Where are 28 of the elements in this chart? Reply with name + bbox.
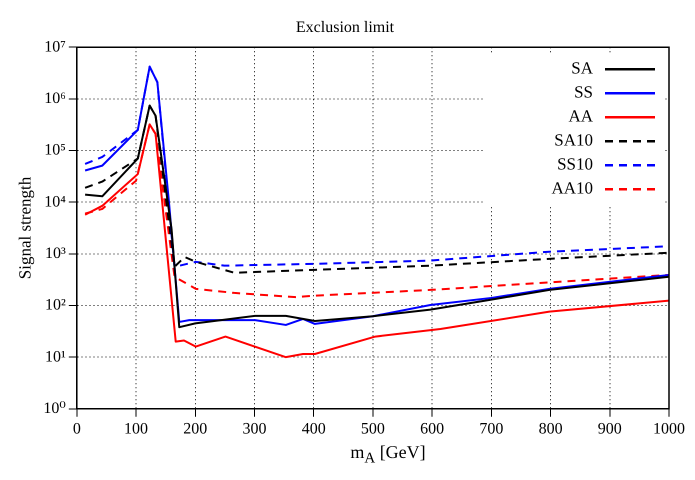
x-tick-label: 700 [479, 420, 504, 438]
x-tick-label: 1000 [653, 420, 685, 438]
x-tick-label: 500 [360, 420, 385, 438]
y-tick-label: 10² [45, 296, 66, 314]
chart-title: Exclusion limit [296, 18, 395, 36]
y-axis-title: Signal strength [16, 176, 35, 280]
legend-label: SS10 [557, 154, 593, 174]
x-axis-title: m$_{A}$ [GeV] [349, 442, 427, 468]
y-tick-label: 10⁷ [44, 38, 66, 56]
legend-label: AA10 [551, 178, 593, 198]
legend-label: SA [571, 58, 594, 78]
legend-label: SA10 [554, 130, 593, 150]
x-tick-label: 600 [420, 420, 444, 438]
x-tick-label: 100 [124, 420, 148, 438]
x-tick-label: 200 [183, 420, 208, 438]
y-tick-label: 10⁵ [44, 142, 66, 159]
y-tick-label: 10³ [45, 245, 66, 262]
y-tick-label: 10⁶ [44, 90, 66, 108]
legend-label: SS [574, 82, 593, 102]
y-tick-label: 10⁰ [43, 400, 66, 418]
legend-label: AA [568, 106, 594, 126]
y-tick-label: 10⁴ [44, 193, 66, 210]
x-tick-label: 800 [538, 420, 563, 438]
x-tick-label: 900 [598, 420, 622, 438]
x-tick-label: 400 [302, 420, 326, 438]
y-tick-label: 10¹ [45, 348, 66, 366]
x-tick-label: 0 [72, 420, 81, 438]
x-tick-label: 300 [242, 420, 266, 438]
